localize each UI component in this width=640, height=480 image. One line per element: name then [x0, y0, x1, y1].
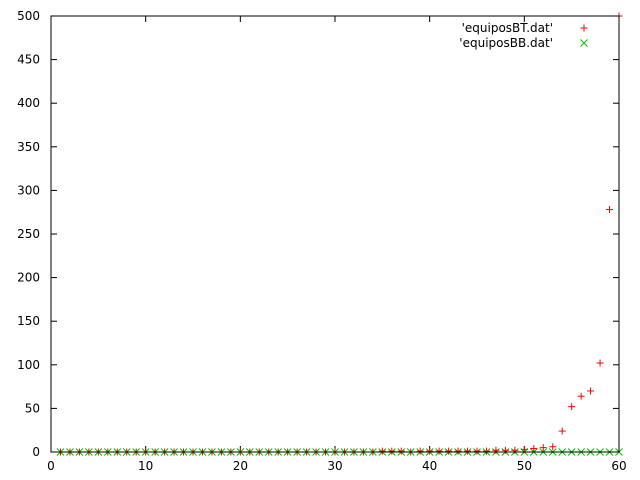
- series-bt-point: [577, 392, 585, 400]
- y-tick-label: 100: [17, 358, 40, 372]
- series-bt-point: [464, 447, 472, 455]
- y-tick-label: 150: [17, 314, 40, 328]
- points-layer: [56, 12, 623, 456]
- series-bt-point: [416, 447, 424, 455]
- plot-border: [50, 15, 620, 453]
- series-bt-point: [501, 446, 509, 454]
- series-bt-point: [426, 447, 434, 455]
- series-bt-point: [492, 446, 500, 454]
- legend-label: 'equiposBT.dat': [462, 21, 553, 35]
- x-tick-label: 50: [517, 459, 532, 473]
- y-tick-label: 300: [17, 183, 40, 197]
- series-bt-point: [587, 387, 595, 395]
- legend-marker: [580, 24, 588, 32]
- series-bt-point: [568, 403, 576, 411]
- series-bt-point: [435, 447, 443, 455]
- legend-entry: 'equiposBT.dat': [462, 21, 588, 35]
- y-tick-label: 200: [17, 271, 40, 285]
- series-bt-point: [511, 446, 519, 454]
- y-tick-label: 250: [17, 227, 40, 241]
- series-bt-point: [606, 206, 614, 214]
- y-tick-label: 0: [32, 445, 40, 459]
- legend-entry: 'equiposBB.dat': [459, 36, 588, 50]
- legend: 'equiposBT.dat''equiposBB.dat': [459, 21, 588, 50]
- y-tick-label: 50: [25, 401, 40, 415]
- legend-marker: [580, 39, 588, 47]
- series-bt-point: [397, 447, 405, 455]
- y-tick-label: 500: [17, 9, 40, 23]
- series-bt-point: [539, 444, 547, 452]
- series-bt-point: [388, 447, 396, 455]
- series-bt-point: [558, 427, 566, 435]
- series-bt-point: [596, 359, 604, 367]
- x-tick-label: 10: [138, 459, 153, 473]
- x-tick-label: 0: [47, 459, 55, 473]
- y-tick-label: 400: [17, 96, 40, 110]
- x-tick-label: 20: [233, 459, 248, 473]
- series-bt-point: [549, 443, 557, 451]
- series-bt-point: [530, 445, 538, 453]
- series-bt-point: [473, 447, 481, 455]
- series-bt-point: [454, 447, 462, 455]
- legend-label: 'equiposBB.dat': [459, 36, 553, 50]
- series-bt-point: [378, 447, 386, 455]
- series-bt-point: [482, 447, 490, 455]
- x-tick-label: 60: [611, 459, 626, 473]
- x-tick-label: 40: [422, 459, 437, 473]
- series-bt-point: [445, 447, 453, 455]
- y-tick-label: 450: [17, 53, 40, 67]
- x-tick-label: 30: [327, 459, 342, 473]
- y-tick-label: 350: [17, 140, 40, 154]
- tick-layer: 0 10 20 30 40 50 60 0 50 100 150 200 250 300 350 400 450…: [17, 9, 627, 473]
